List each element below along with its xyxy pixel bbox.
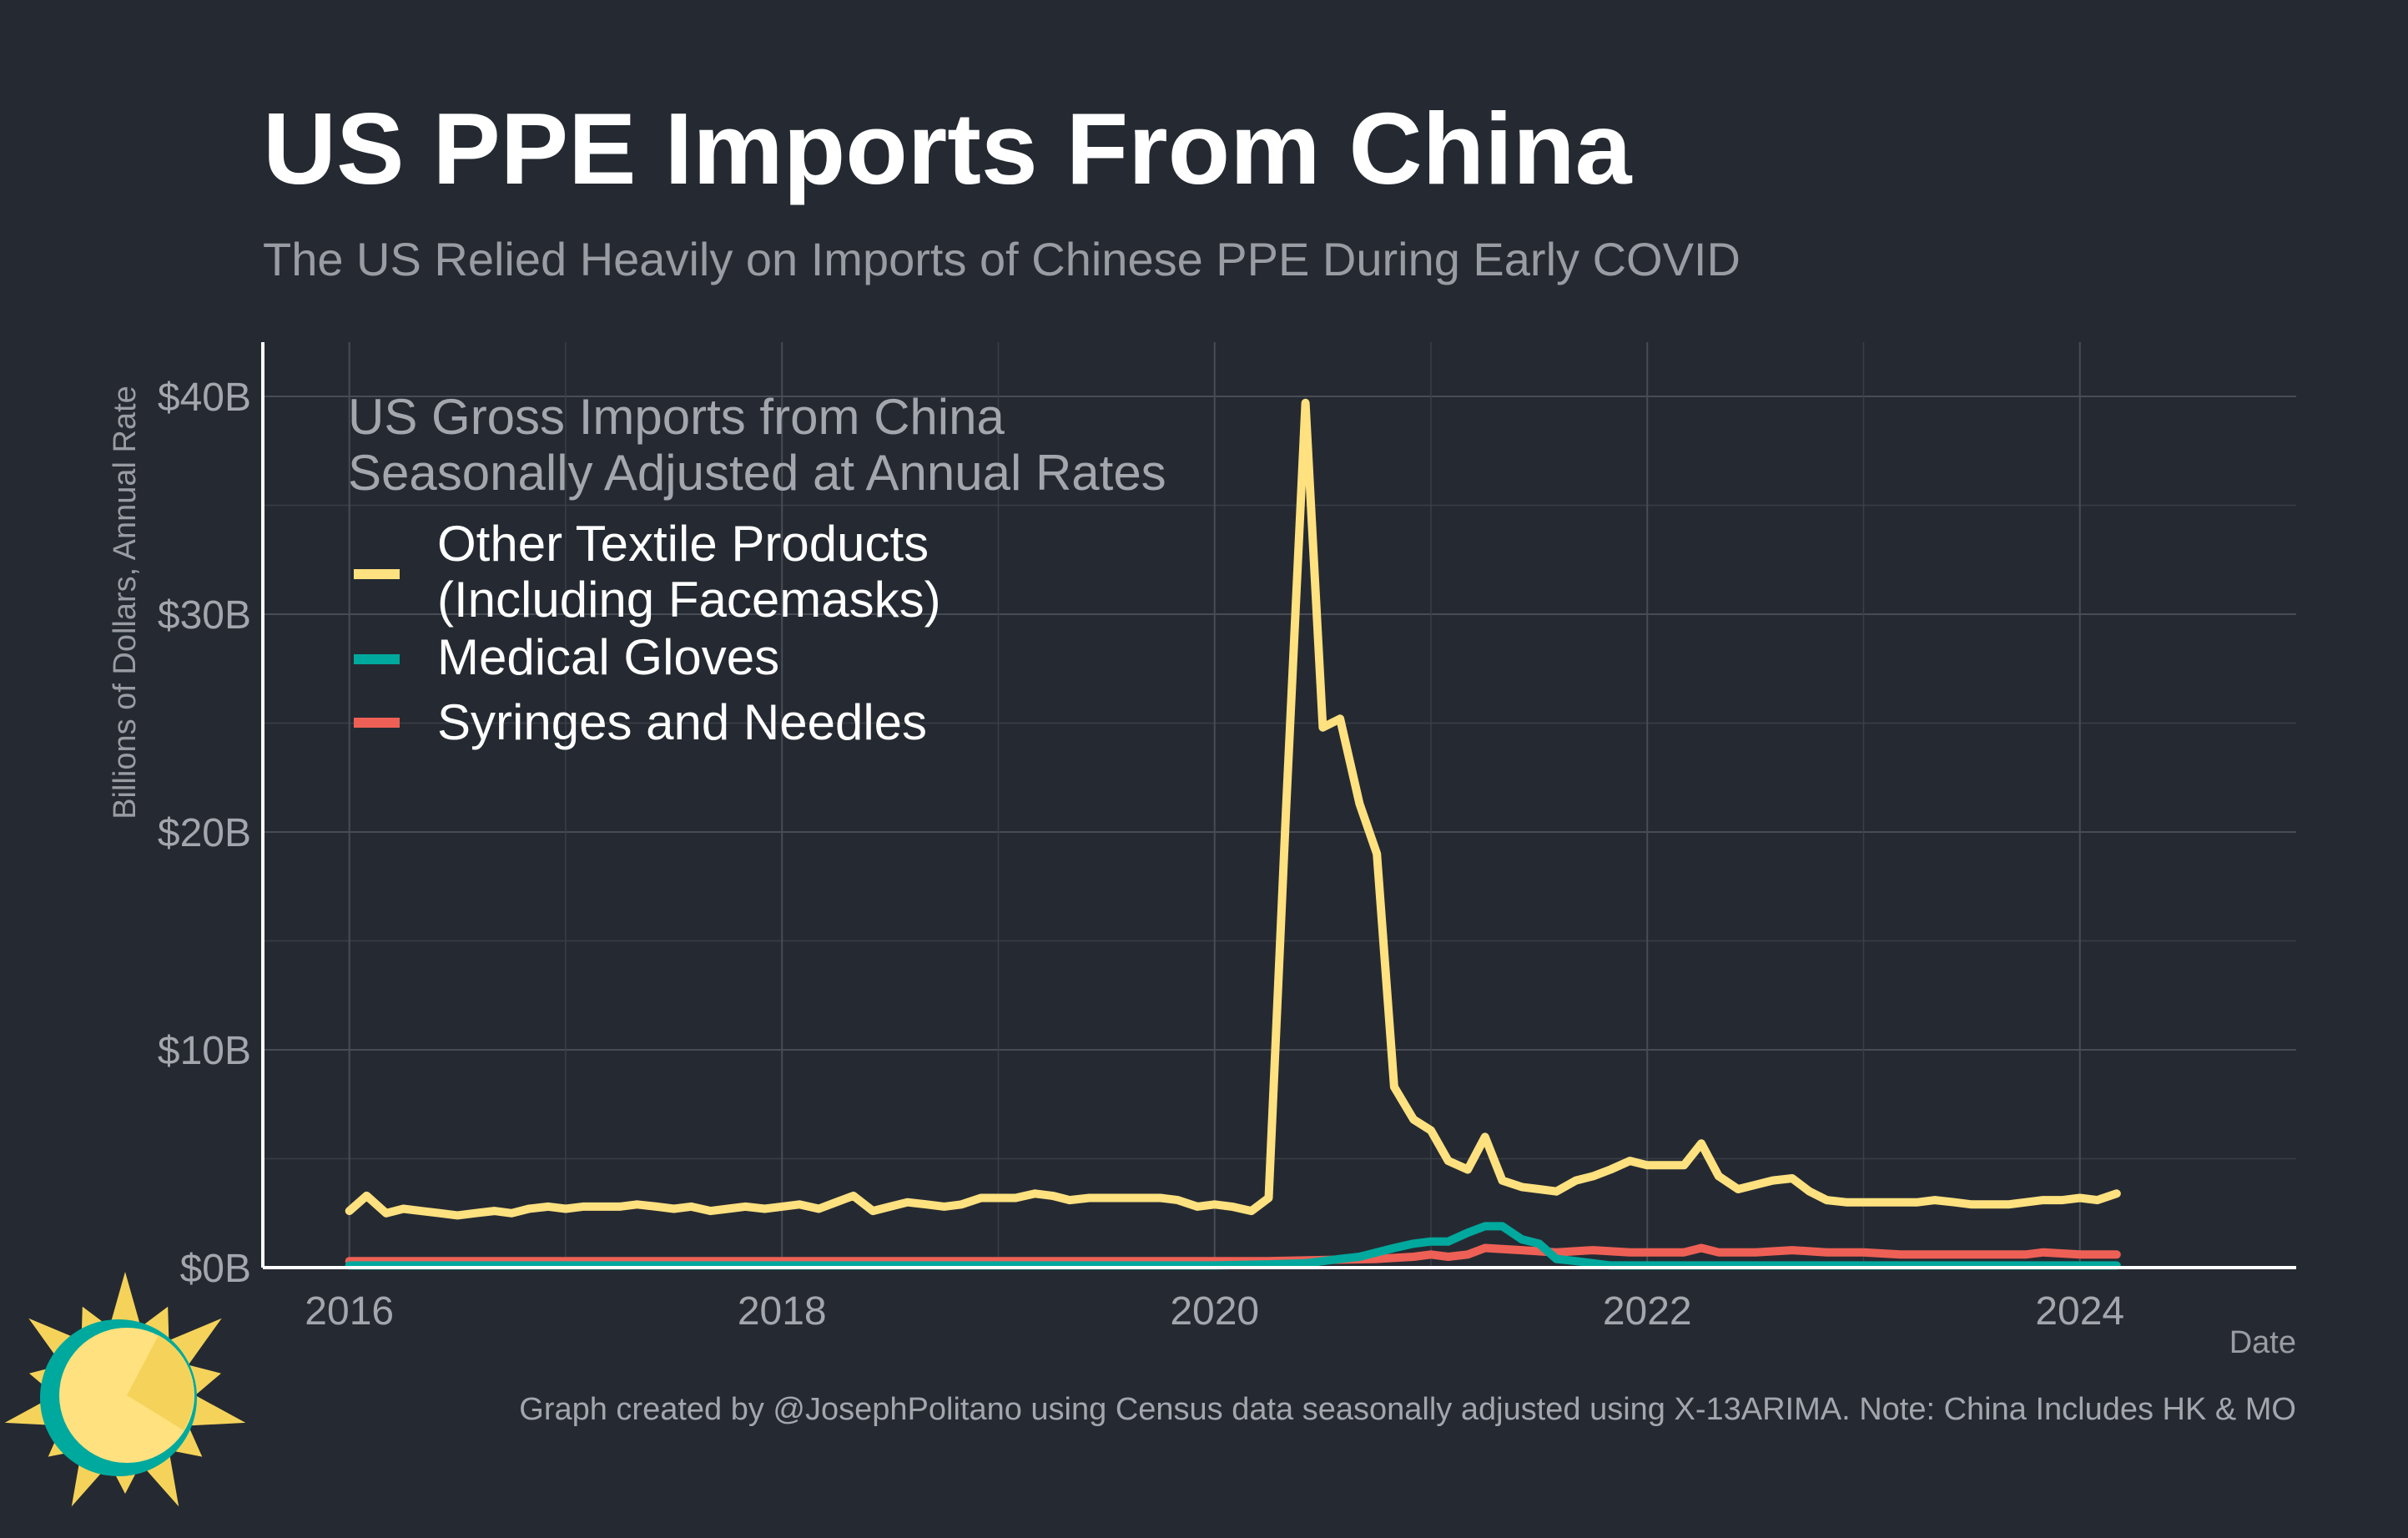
y-tick-label: $20B: [158, 811, 251, 855]
series-line: [345, 398, 2121, 1220]
legend-title: Seasonally Adjusted at Annual Rates: [348, 445, 1166, 501]
x-tick-label: 2024: [2035, 1289, 2124, 1334]
sun-shade: [127, 1335, 194, 1430]
chart-title: US PPE Imports From China: [263, 92, 1633, 205]
x-tick-label: 2018: [738, 1289, 827, 1334]
sun-logo: [4, 1272, 246, 1507]
legend-label: (Including Facemasks): [437, 572, 941, 628]
y-tick-label: $40B: [158, 376, 251, 420]
source-caption: Graph created by @JosephPolitano using C…: [519, 1392, 2296, 1427]
legend-title: US Gross Imports from China: [348, 389, 1005, 445]
y-axis-title: Billions of Dollars, Annual Rate: [108, 386, 143, 819]
x-tick-label: 2022: [1603, 1289, 1692, 1334]
y-tick-label: $10B: [158, 1029, 251, 1073]
chart-subtitle: The US Relied Heavily on Imports of Chin…: [263, 233, 1741, 285]
axis-layer: [261, 342, 2296, 1269]
legend-label: Other Textile Products: [437, 516, 929, 572]
x-axis-title: Date: [2229, 1325, 2296, 1360]
x-tick-label: 2016: [305, 1289, 394, 1334]
grid-layer: [263, 342, 2296, 1268]
series-layer: [345, 398, 2121, 1270]
x-tick-label: 2020: [1170, 1289, 1259, 1334]
y-tick-label: $30B: [158, 593, 251, 638]
series-line: [345, 1243, 2121, 1266]
y-tick-label: $0B: [180, 1247, 251, 1291]
legend-label: Syringes and Needles: [437, 694, 927, 750]
legend-label: Medical Gloves: [437, 629, 779, 685]
series-line: [345, 1222, 2121, 1270]
tick-labels: $0B $10B $20B $30B $40B 2016 2018 2020 2022 2024: [158, 376, 2124, 1334]
